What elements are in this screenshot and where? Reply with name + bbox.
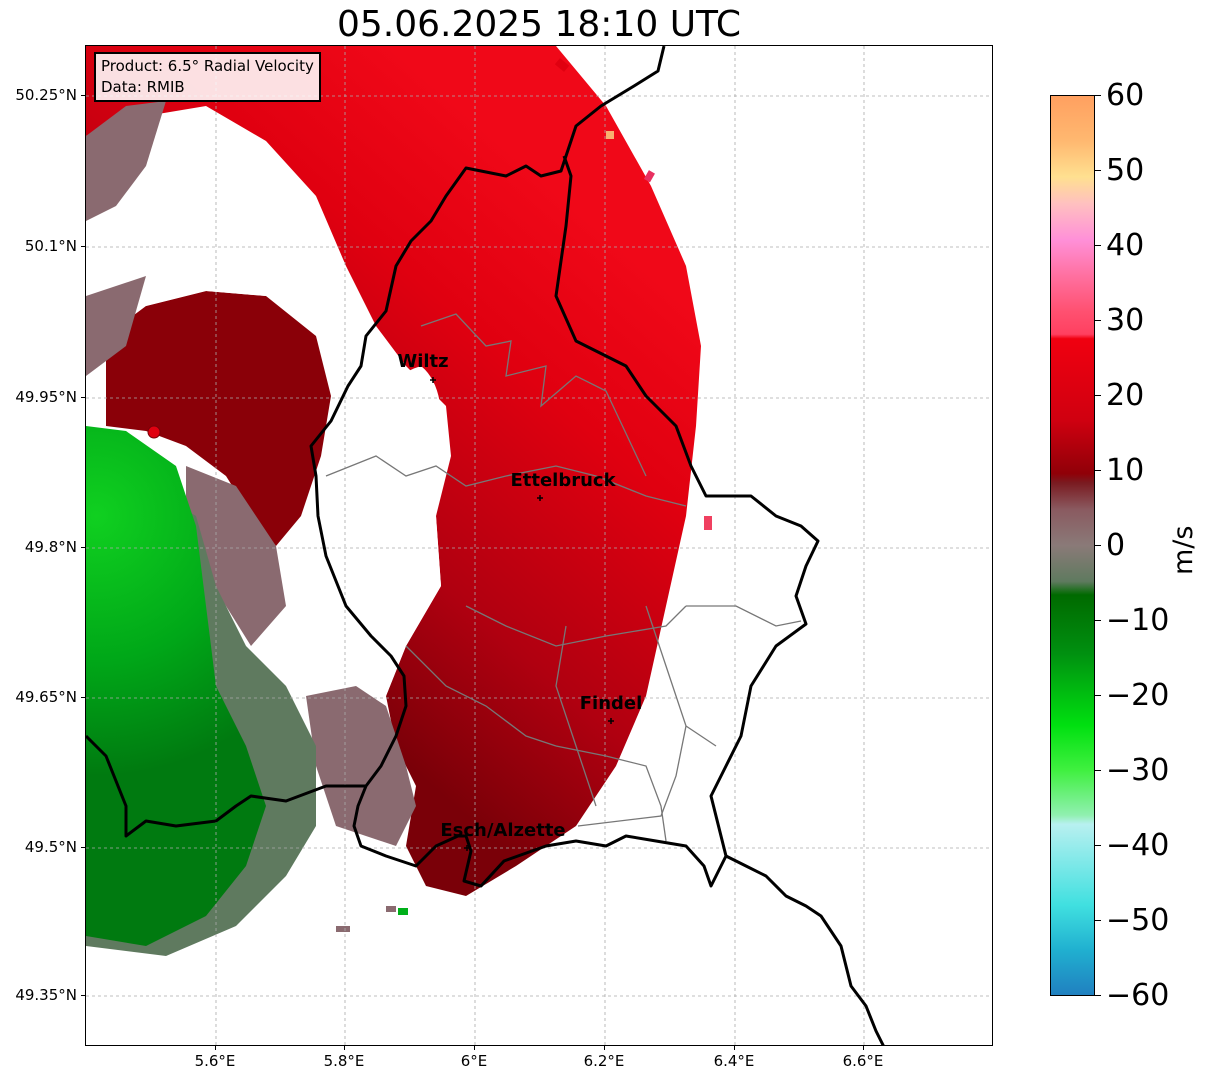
- lon-tick-label: 6.2°E: [583, 1052, 625, 1070]
- echo-gap-centre: [301, 366, 442, 696]
- colorbar-tick-label: 20: [1106, 378, 1145, 413]
- lat-tick-label: 50.1°N: [24, 237, 77, 255]
- lat-tick-mark: [81, 95, 85, 96]
- radar-map[interactable]: [85, 45, 993, 1046]
- lon-tick-label: 5.8°E: [323, 1052, 365, 1070]
- colorbar-tick-label: 60: [1106, 78, 1145, 113]
- canton-borders: [325, 313, 802, 842]
- colorbar-unit-label: m/s: [1168, 525, 1199, 575]
- colorbar-tick-label: −60: [1106, 978, 1170, 1013]
- lat-tick-mark: [81, 397, 85, 398]
- lat-tick-mark: [81, 246, 85, 247]
- lat-tick-label: 49.5°N: [24, 838, 77, 856]
- echo-grey-band-4: [306, 686, 416, 846]
- colorbar-tick-label: 40: [1106, 228, 1145, 263]
- city-markers: [430, 377, 614, 851]
- belgium-france-border: [86, 734, 366, 838]
- luxembourg-border: [309, 46, 885, 1045]
- lat-tick-label: 49.35°N: [15, 986, 77, 1004]
- colorbar-tick-mark: [1095, 995, 1101, 996]
- colorbar-tick-label: 10: [1106, 453, 1145, 488]
- colorbar-tick-mark: [1095, 620, 1101, 621]
- lon-tick-label: 6.4°E: [713, 1052, 755, 1070]
- echo-red-arc: [86, 46, 701, 896]
- colorbar-tick-mark: [1095, 170, 1101, 171]
- product-info-box: Product: 6.5° Radial Velocity Data: RMIB: [94, 52, 321, 102]
- colorbar-tick-label: 30: [1106, 303, 1145, 338]
- echo-grey-band-2: [86, 276, 146, 376]
- graticule: [86, 46, 992, 1045]
- lon-tick-mark: [863, 1046, 864, 1050]
- map-title: 05.06.2025 18:10 UTC: [336, 4, 742, 45]
- lat-tick-mark: [81, 995, 85, 996]
- lat-tick-label: 49.95°N: [15, 388, 77, 406]
- lon-tick-mark: [344, 1046, 345, 1050]
- colorbar-tick-label: −50: [1106, 903, 1170, 938]
- data-source-label: Data: RMIB: [101, 78, 185, 96]
- radar-map-canvas: [86, 46, 992, 1045]
- lat-tick-label: 49.65°N: [15, 688, 77, 706]
- lon-tick-mark: [215, 1046, 216, 1050]
- colorbar: [1050, 95, 1095, 996]
- lat-tick-label: 50.25°N: [15, 86, 77, 104]
- city-label-esch-alzette: Esch/Alzette: [440, 820, 566, 841]
- city-label-wiltz: Wiltz: [397, 351, 449, 372]
- echo-grey-band-3: [186, 466, 286, 646]
- colorbar-tick-mark: [1095, 95, 1101, 96]
- colorbar-tick-mark: [1095, 845, 1101, 846]
- echo-grey-band: [86, 101, 166, 221]
- colorbar-tick-label: −20: [1106, 678, 1170, 713]
- city-label-findel: Findel: [579, 693, 643, 714]
- colorbar-tick-mark: [1095, 395, 1101, 396]
- colorbar-tick-label: −40: [1106, 828, 1170, 863]
- colorbar-tick-label: 50: [1106, 153, 1145, 188]
- lat-tick-mark: [81, 697, 85, 698]
- lon-tick-label: 6°E: [460, 1052, 488, 1070]
- echo-gap-upper: [86, 161, 332, 316]
- colorbar-tick-label: −10: [1106, 603, 1170, 638]
- lon-tick-mark: [604, 1046, 605, 1050]
- colorbar-tick-mark: [1095, 920, 1101, 921]
- lon-tick-mark: [474, 1046, 475, 1050]
- lat-tick-label: 49.8°N: [24, 538, 77, 556]
- radar-site-marker: [147, 425, 161, 439]
- colorbar-tick-mark: [1095, 695, 1101, 696]
- country-border: [86, 46, 885, 1045]
- colorbar-tick-mark: [1095, 245, 1101, 246]
- luxembourg-border-east: [554, 155, 820, 857]
- lon-tick-label: 6.6°E: [842, 1052, 884, 1070]
- colorbar-tick-mark: [1095, 545, 1101, 546]
- colorbar-tick-label: −30: [1106, 753, 1170, 788]
- lat-tick-mark: [81, 547, 85, 548]
- city-label-ettelbruck: Ettelbruck: [510, 470, 616, 491]
- colorbar-tick-mark: [1095, 320, 1101, 321]
- lon-tick-mark: [734, 1046, 735, 1050]
- lat-tick-mark: [81, 847, 85, 848]
- product-label: Product: 6.5° Radial Velocity: [101, 57, 314, 75]
- velocity-echoes: [86, 46, 712, 956]
- colorbar-tick-mark: [1095, 770, 1101, 771]
- lon-tick-label: 5.6°E: [194, 1052, 236, 1070]
- colorbar-tick-mark: [1095, 470, 1101, 471]
- colorbar-tick-label: 0: [1106, 528, 1126, 563]
- echo-dark-red-near: [106, 291, 331, 546]
